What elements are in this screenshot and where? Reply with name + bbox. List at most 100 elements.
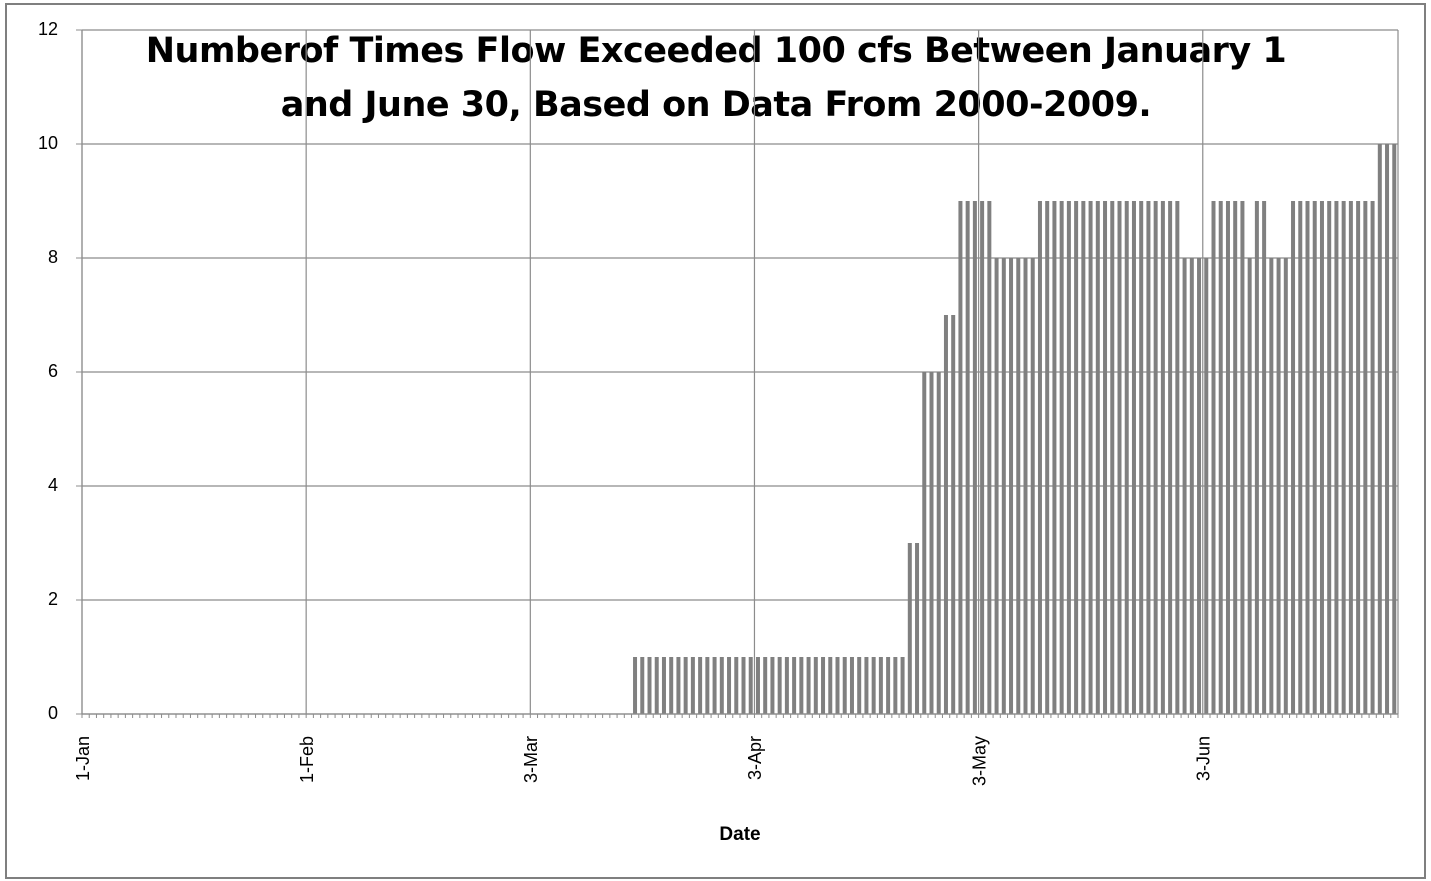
bar	[1283, 258, 1288, 714]
bar	[1334, 201, 1339, 714]
y-tick-label: 2	[48, 589, 58, 609]
bar	[1016, 258, 1021, 714]
bar	[849, 657, 854, 714]
y-tick-label: 10	[38, 133, 58, 153]
bar	[1370, 201, 1375, 714]
bar	[1139, 201, 1144, 714]
x-tick-label: 3-Apr	[745, 736, 765, 780]
bar	[741, 657, 746, 714]
bar	[1023, 258, 1028, 714]
bar	[929, 372, 934, 714]
bar	[792, 657, 797, 714]
bar	[864, 657, 869, 714]
y-tick-label: 6	[48, 361, 58, 381]
bar	[1298, 201, 1303, 714]
bar	[871, 657, 876, 714]
bar	[1262, 201, 1267, 714]
x-tick-label: 3-Mar	[521, 736, 541, 783]
bar	[755, 657, 760, 714]
bar	[1225, 201, 1230, 714]
x-tick-label: 1-Feb	[297, 736, 317, 783]
bar	[683, 657, 688, 714]
bar	[857, 657, 862, 714]
bar	[1240, 201, 1245, 714]
bar	[958, 201, 963, 714]
bar	[1341, 201, 1346, 714]
bar	[1110, 201, 1115, 714]
bar	[640, 657, 645, 714]
bar	[1197, 258, 1202, 714]
bar	[893, 657, 898, 714]
bar	[1319, 201, 1324, 714]
chart-title: and June 30, Based on Data From 2000-200…	[281, 85, 1151, 125]
bar	[1189, 258, 1194, 714]
bar	[900, 657, 905, 714]
bar	[915, 543, 920, 714]
bar	[1081, 201, 1086, 714]
bar	[799, 657, 804, 714]
bar	[1269, 258, 1274, 714]
bar	[676, 657, 681, 714]
bar	[1052, 201, 1057, 714]
bar	[1045, 201, 1050, 714]
bar	[806, 657, 811, 714]
bar	[661, 657, 666, 714]
bar	[763, 657, 768, 714]
bar	[1074, 201, 1079, 714]
bar	[712, 657, 717, 714]
bar	[669, 657, 674, 714]
chart-title: Numberof Times Flow Exceeded 100 cfs Bet…	[146, 31, 1287, 71]
bar	[647, 657, 652, 714]
bar	[1168, 201, 1173, 714]
bar	[1363, 201, 1368, 714]
bar	[1356, 201, 1361, 714]
bar	[922, 372, 927, 714]
bar	[828, 657, 833, 714]
y-tick-label: 4	[48, 475, 58, 495]
bar	[1348, 201, 1353, 714]
bar	[1385, 144, 1390, 714]
bar	[633, 657, 638, 714]
bar	[784, 657, 789, 714]
bar	[1392, 144, 1397, 714]
x-tick-label: 3-May	[969, 736, 989, 786]
chart-border	[5, 3, 1426, 879]
bar	[907, 543, 912, 714]
bar	[886, 657, 891, 714]
bar	[1327, 201, 1332, 714]
bar	[1009, 258, 1014, 714]
bar	[1218, 201, 1223, 714]
bar	[1312, 201, 1317, 714]
bar	[980, 201, 985, 714]
x-tick-label: 1-Jan	[73, 736, 93, 781]
bar	[1131, 201, 1136, 714]
bar	[1254, 201, 1259, 714]
bar	[1377, 144, 1382, 714]
bar	[1247, 258, 1252, 714]
bar	[1124, 201, 1129, 714]
bar	[1103, 201, 1108, 714]
bar	[1146, 201, 1151, 714]
bar	[698, 657, 703, 714]
bar	[1153, 201, 1158, 714]
bar	[1030, 258, 1035, 714]
bar	[1059, 201, 1064, 714]
bar	[770, 657, 775, 714]
bar	[994, 258, 999, 714]
bar	[1204, 258, 1209, 714]
bar	[1117, 201, 1122, 714]
bar	[705, 657, 710, 714]
y-tick-label: 8	[48, 247, 58, 267]
bar	[777, 657, 782, 714]
bar	[1088, 201, 1093, 714]
bar	[951, 315, 956, 714]
y-tick-label: 12	[38, 19, 58, 39]
bar	[1182, 258, 1187, 714]
bar	[878, 657, 883, 714]
bar	[835, 657, 840, 714]
bar	[719, 657, 724, 714]
bar	[734, 657, 739, 714]
bar	[1175, 201, 1180, 714]
bar	[727, 657, 732, 714]
